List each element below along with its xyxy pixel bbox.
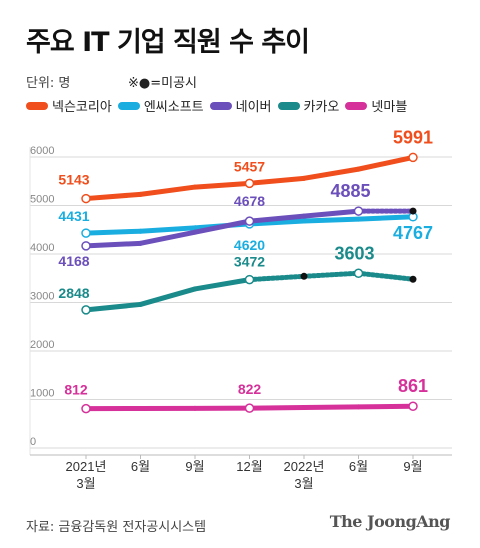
- x-tick-label: 2021년 3월: [66, 459, 107, 491]
- series-line-segment: [138, 229, 198, 246]
- chart-title: 주요 IT 기업 직원 수 추이: [26, 27, 310, 58]
- series-line-segment: [356, 214, 416, 222]
- data-label: 4431: [58, 208, 89, 224]
- legend-swatch: [209, 101, 232, 110]
- data-label: 4620: [234, 237, 265, 253]
- series-line-segment: [192, 218, 252, 235]
- series-line-segment: [301, 270, 361, 279]
- data-label: 822: [238, 381, 262, 397]
- x-tick-label: 9월: [185, 459, 204, 474]
- legend-label: 네이버: [235, 100, 272, 115]
- series-line-segment: [356, 403, 416, 410]
- y-tick-label: 2000: [30, 339, 54, 351]
- line-chart: 0 1000 2000 3000 4000 5000 6000 2021년 3월 6월 9월 12월 2…: [29, 127, 452, 491]
- x-tick-label: 9월: [403, 459, 422, 474]
- data-label: 4885: [330, 181, 370, 201]
- data-point: [81, 241, 91, 251]
- x-tick-label: 2022년 3월: [284, 459, 325, 491]
- data-label: 3472: [234, 254, 265, 270]
- undisclosed-point: [300, 272, 308, 280]
- data-point: [81, 305, 91, 315]
- series-line-segment: [83, 191, 143, 202]
- data-label: 5991: [393, 127, 433, 147]
- data-point: [244, 178, 255, 189]
- legend-label: 넥슨코리아: [52, 100, 112, 115]
- x-tick-label: 12월: [236, 459, 262, 474]
- series-line-segment: [192, 277, 252, 292]
- undisclosed-point: [409, 207, 417, 215]
- data-label: 4678: [234, 193, 265, 209]
- series-line-segment: [247, 405, 307, 411]
- series-line-segment: [247, 175, 307, 186]
- data-point: [353, 206, 364, 216]
- legend-label: 엔씨소프트: [143, 100, 204, 115]
- data-label: 4767: [393, 223, 433, 243]
- data-point: [353, 268, 364, 279]
- y-tick-label: 1000: [30, 388, 54, 400]
- series-line-segment: [301, 216, 361, 224]
- x-tick-label: 6월: [349, 459, 368, 474]
- data-point: [81, 228, 91, 238]
- data-label: 5143: [58, 172, 89, 188]
- legend-swatch: [345, 101, 368, 110]
- legend-item: 넥슨코리아: [26, 96, 112, 115]
- unit-label: 단위: 명: [26, 76, 71, 91]
- series-line-segment: [356, 154, 416, 172]
- series-line-segment: [247, 218, 307, 227]
- data-point: [244, 274, 255, 285]
- legend: 넥슨코리아 엔씨소프트 네이버 카카오 넷마블: [26, 96, 476, 115]
- brand-logo: The JoongAng: [329, 512, 451, 531]
- series-line-segment: [301, 166, 361, 181]
- series-line-segment: [356, 270, 416, 282]
- series-line-segment: [83, 228, 143, 236]
- data-label: 2848: [58, 285, 89, 301]
- legend-item: 카카오: [277, 96, 340, 115]
- legend-swatch: [277, 101, 300, 110]
- series-line-segment: [192, 180, 252, 190]
- data-label: 4168: [58, 253, 89, 269]
- legend-label: 넷마블: [371, 100, 408, 115]
- series-line-segment: [301, 404, 361, 411]
- series-line-segment: [138, 184, 198, 197]
- legend-label: 카카오: [303, 100, 340, 115]
- legend-swatch: [26, 101, 48, 110]
- y-tick-label: 0: [30, 436, 36, 448]
- series-line-segment: [247, 213, 307, 224]
- y-tick-label: 5000: [30, 194, 54, 206]
- legend-item: 네이버: [209, 96, 272, 115]
- series-line-segment: [138, 225, 198, 234]
- series-line-segment: [247, 273, 307, 283]
- series-line-segment: [83, 240, 143, 249]
- data-label: 812: [64, 382, 88, 398]
- undisclosed-point: [409, 275, 417, 283]
- series-line-segment: [138, 286, 198, 307]
- data-label: 3603: [334, 243, 374, 263]
- data-point: [244, 216, 255, 226]
- data-point: [81, 193, 91, 204]
- x-tick-label: 6월: [131, 459, 150, 474]
- y-tick-label: 3000: [30, 291, 54, 303]
- legend-item: 넷마블: [345, 96, 407, 115]
- legend-item: 엔씨소프트: [117, 96, 204, 115]
- y-tick-label: 6000: [30, 145, 54, 157]
- series-line-segment: [83, 301, 143, 313]
- data-point: [81, 403, 91, 414]
- series-line-segment: [301, 208, 361, 219]
- undisclosed-note: ※●=미공시: [128, 76, 198, 91]
- data-point: [244, 403, 255, 413]
- y-tick-label: 4000: [30, 242, 54, 254]
- legend-swatch: [117, 101, 140, 110]
- data-label: 861: [398, 376, 428, 396]
- source-label: 자료: 금융감독원 전자공시시스템: [26, 520, 207, 535]
- data-label: 5457: [234, 158, 265, 174]
- data-point: [408, 401, 418, 411]
- data-point: [408, 152, 418, 163]
